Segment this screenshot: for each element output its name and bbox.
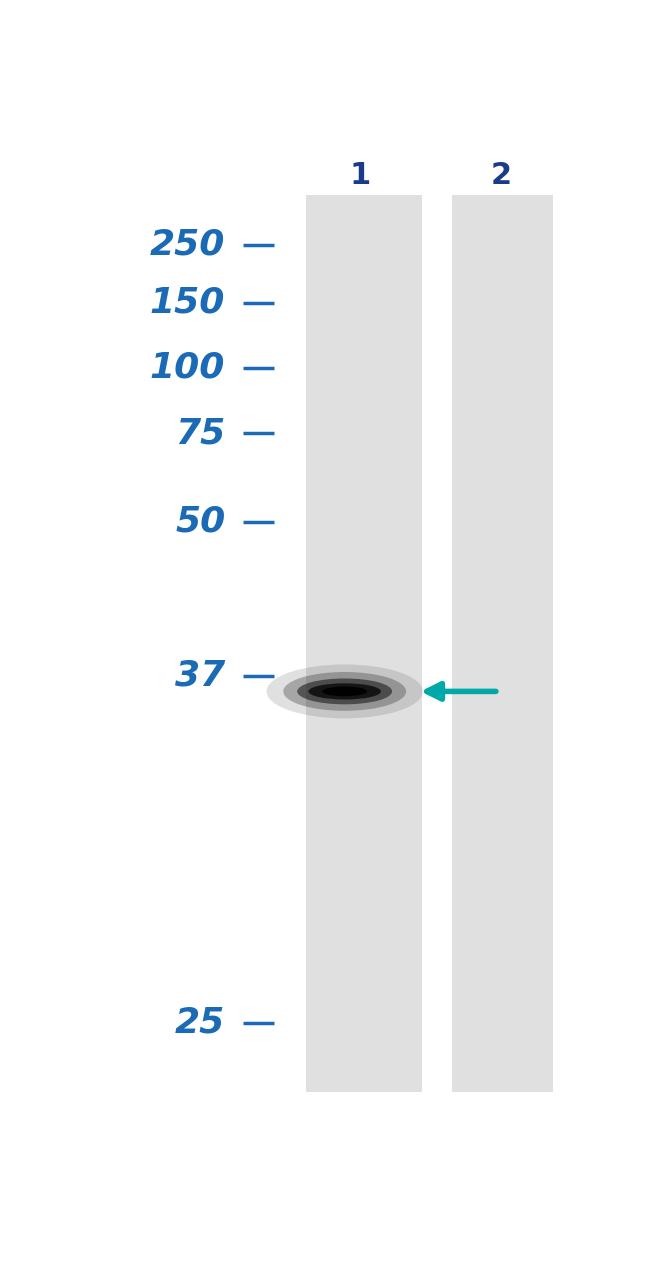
Ellipse shape [308,683,381,700]
Ellipse shape [297,678,392,705]
Ellipse shape [283,672,406,711]
Text: 250: 250 [150,227,226,262]
Bar [306,194,422,1092]
Text: 50: 50 [175,505,226,538]
Text: 37: 37 [175,659,226,693]
Text: 75: 75 [175,417,226,451]
Text: 25: 25 [175,1006,226,1040]
Bar [452,194,552,1092]
Ellipse shape [266,664,423,719]
Text: 2: 2 [490,161,512,190]
Text: 100: 100 [150,351,226,385]
Ellipse shape [322,687,367,696]
Text: 150: 150 [150,286,226,320]
Text: 1: 1 [350,161,370,190]
